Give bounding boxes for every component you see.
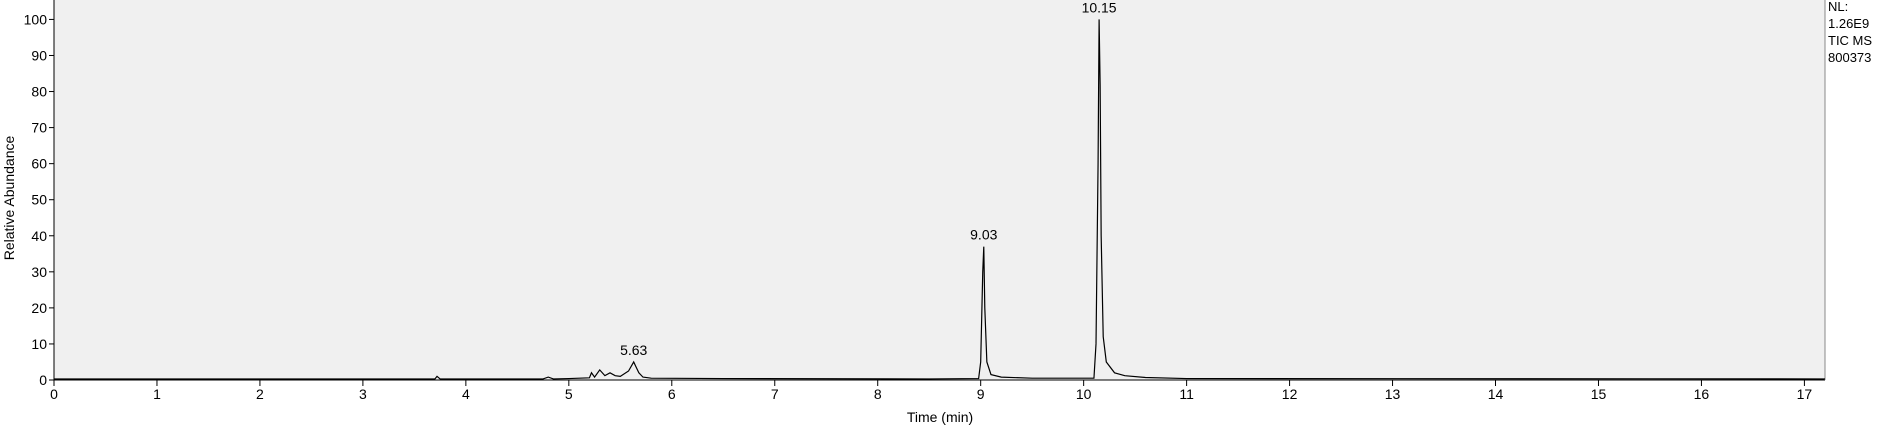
y-tick-label: 80	[31, 84, 47, 100]
x-tick-label: 6	[668, 386, 676, 402]
peak-label: 9.03	[970, 227, 997, 243]
x-tick-label: 4	[462, 386, 470, 402]
y-tick-label: 10	[31, 336, 47, 352]
info-text: 800373	[1828, 50, 1871, 65]
x-tick-label: 13	[1385, 386, 1401, 402]
y-tick-label: 30	[31, 264, 47, 280]
x-tick-label: 16	[1694, 386, 1710, 402]
plot-area	[54, 0, 1825, 380]
y-tick-label: 100	[24, 11, 48, 27]
info-text: NL:	[1828, 0, 1848, 14]
info-text: TIC MS	[1828, 33, 1872, 48]
x-tick-label: 10	[1076, 386, 1092, 402]
x-tick-label: 2	[256, 386, 264, 402]
x-tick-label: 14	[1488, 386, 1504, 402]
x-tick-label: 9	[977, 386, 985, 402]
x-tick-label: 7	[771, 386, 779, 402]
x-tick-label: 15	[1591, 386, 1607, 402]
peak-label: 5.63	[620, 342, 647, 358]
x-tick-label: 0	[50, 386, 58, 402]
x-axis-label: Time (min)	[907, 409, 973, 425]
y-axis-label: Relative Abundance	[1, 136, 17, 261]
y-tick-label: 20	[31, 300, 47, 316]
x-tick-label: 8	[874, 386, 882, 402]
x-tick-label: 11	[1179, 386, 1194, 402]
info-text: 1.26E9	[1828, 16, 1869, 31]
y-tick-label: 0	[39, 372, 47, 388]
peak-label: 10.15	[1082, 0, 1117, 15]
x-tick-label: 5	[565, 386, 573, 402]
y-tick-label: 60	[31, 156, 47, 172]
y-tick-label: 50	[31, 192, 47, 208]
x-tick-label: 12	[1282, 386, 1298, 402]
x-tick-label: 1	[153, 386, 161, 402]
x-tick-label: 17	[1797, 386, 1813, 402]
y-tick-label: 40	[31, 228, 47, 244]
y-tick-label: 90	[31, 47, 47, 63]
trace	[54, 19, 1826, 380]
y-tick-label: 70	[31, 120, 47, 136]
x-tick-label: 3	[359, 386, 367, 402]
